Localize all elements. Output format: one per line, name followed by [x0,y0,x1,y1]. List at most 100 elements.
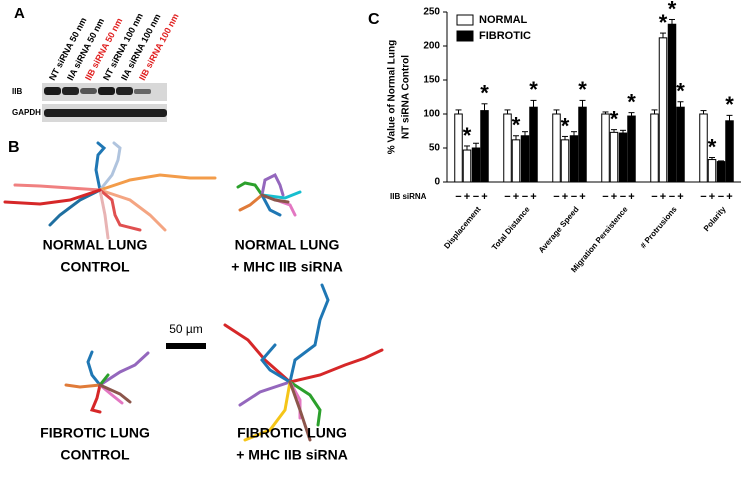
panel-label: B [8,139,20,156]
sirna-label: + [660,191,666,203]
bar [650,113,659,183]
sirna-label: − [504,191,510,203]
sirna-label: − [700,191,706,203]
condition-caption: + MHC IIB siRNA [231,259,343,275]
bar [601,113,610,183]
significance-marker: * [463,123,472,148]
cell-tracks [3,141,384,442]
significance-marker: * [578,77,587,102]
sirna-label: − [718,191,724,203]
x-tick-label: Displacement [442,205,483,251]
x-tick-label: Average Speed [537,205,581,255]
sirna-label: − [602,191,608,203]
condition-caption: NORMAL LUNG [235,237,340,253]
bar [569,135,579,183]
sirna-label: + [709,191,715,203]
bar-chart: C % Value of Normal Lung NT siRNA Control 0… [368,0,741,274]
condition-caption: FIBROTIC LUNG [237,425,347,441]
bar [480,110,489,183]
y-tick-label: 250 [423,7,440,18]
bar [676,106,685,183]
y-tick-label: 200 [423,41,440,52]
bar [503,113,512,183]
sirna-label: + [562,191,568,203]
sirna-label: − [571,191,577,203]
sirna-label: + [481,191,487,203]
legend-swatch [456,30,474,42]
x-tick-label: Migration Persistence [569,204,630,274]
y-axis-label: NT siRNA Control [401,55,412,139]
bar [529,106,538,183]
bar [511,139,521,183]
significance-marker: * [627,89,636,114]
sirna-label: + [611,191,617,203]
sirna-label: + [579,191,585,203]
bar [699,113,708,183]
significance-marker: * [708,134,717,159]
bar [560,139,570,183]
blot [42,83,167,122]
significance-marker: * [480,81,489,106]
bar [578,106,587,183]
condition-caption: NORMAL LUNG [43,237,148,253]
scale-bar [166,343,206,349]
significance-marker: * [725,92,734,117]
y-axis-label: % Value of Normal Lung [387,40,398,154]
bar [725,120,734,183]
bar [454,113,463,183]
significance-marker: * [659,10,668,35]
x-axis-label: IIB siRNA [390,192,427,201]
sirna-label: + [513,191,519,203]
condition-caption: FIBROTIC LUNG [40,425,150,441]
significance-marker: * [529,77,538,102]
legend-label: NORMAL [479,14,528,26]
bar [667,23,677,183]
row-label: IIB [12,87,22,96]
bar [618,132,628,183]
sirna-label: − [455,191,461,203]
significance-marker: * [610,106,619,131]
condition-caption: + MHC IIB siRNA [236,447,348,463]
sirna-label: − [620,191,626,203]
sirna-label: + [726,191,732,203]
sirna-label: − [473,191,479,203]
legend-swatch [456,14,474,26]
significance-marker: * [512,113,521,138]
captions: NORMAL LUNG CONTROL NORMAL LUNG + MHC IIB s… [40,237,348,463]
significance-marker: * [561,113,570,138]
bar [627,115,636,183]
legend-label: FIBROTIC [479,30,531,42]
y-tick-label: 100 [423,109,440,120]
sirna-label: − [651,191,657,203]
sirna-label: − [522,191,528,203]
sirna-label: − [669,191,675,203]
significance-marker: * [676,79,685,104]
significance-marker: * [668,0,677,21]
x-tick-label: Total Distance [490,204,532,252]
bar [471,147,481,183]
sirna-label: + [530,191,536,203]
condition-caption: CONTROL [60,447,130,463]
panel-label: A [14,5,25,22]
y-tick-label: 0 [434,177,440,188]
condition-caption: CONTROL [60,259,130,275]
bar [609,131,619,183]
panel-label: C [368,11,380,28]
bar [658,37,668,183]
bar [520,135,530,183]
sirna-label: + [628,191,634,203]
bar [462,149,472,183]
y-tick-label: 150 [423,75,440,86]
row-label: GAPDH [12,108,41,117]
x-tick-label: # Protrusions [639,204,679,250]
sirna-label: − [553,191,559,203]
sirna-label: + [677,191,683,203]
y-tick-label: 50 [429,143,441,154]
bar [716,161,726,183]
scale-label: 50 µm [169,322,203,336]
bar [707,159,717,183]
bar [552,113,561,183]
sirna-label: + [464,191,470,203]
